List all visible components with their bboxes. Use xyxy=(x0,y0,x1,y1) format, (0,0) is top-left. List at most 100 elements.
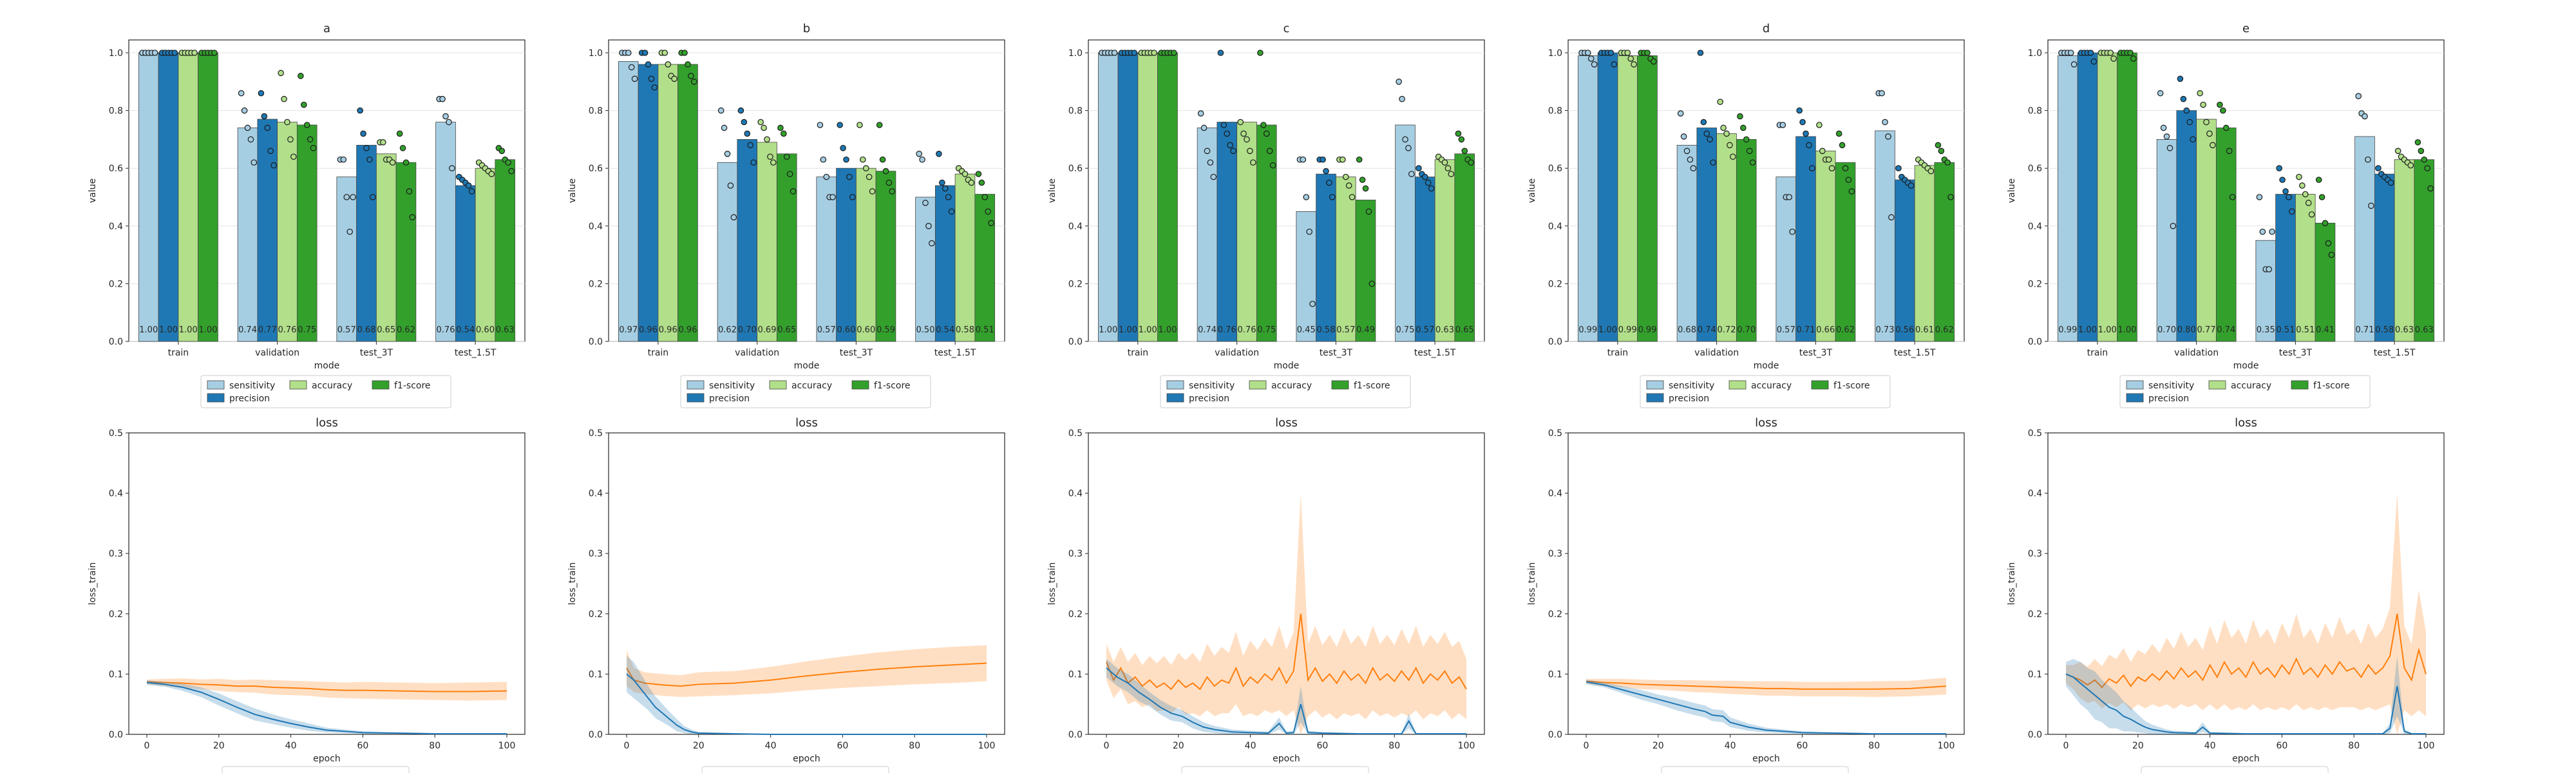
x-tick-label: test_1.5T xyxy=(1414,348,1456,358)
data-point xyxy=(916,151,922,157)
x-tick-label: test_1.5T xyxy=(455,348,497,358)
legend-label-f1-score: f1-score xyxy=(394,381,431,391)
data-point xyxy=(641,50,649,56)
data-point xyxy=(741,119,748,126)
data-point xyxy=(270,162,277,169)
bar-precision xyxy=(1795,136,1816,342)
x-axis-label: mode xyxy=(1754,361,1779,371)
y-tick-label: 0.4 xyxy=(109,489,123,499)
bar-value-label: 1.00 xyxy=(1598,325,1617,335)
y-tick-label: 1.0 xyxy=(1548,48,1562,59)
bar-value-label: 0.63 xyxy=(496,325,515,335)
data-point xyxy=(823,173,830,180)
y-tick-label: 0.6 xyxy=(1068,164,1083,174)
data-point xyxy=(1938,148,1945,155)
data-point xyxy=(346,228,353,235)
bar-value-label: 0.58 xyxy=(1317,325,1336,335)
data-point xyxy=(1306,228,1312,235)
x-tick-label: 80 xyxy=(1388,741,1400,751)
data-point xyxy=(2107,50,2114,56)
x-tick-label: train xyxy=(1607,348,1629,358)
x-tick-label: 40 xyxy=(765,741,777,751)
bar-value-label: 0.62 xyxy=(1935,325,1954,335)
bar-value-label: 0.59 xyxy=(876,325,895,335)
x-tick-label: 100 xyxy=(1458,741,1475,751)
data-point xyxy=(829,194,836,200)
data-point xyxy=(1607,50,1615,56)
val-loss-line xyxy=(1586,680,1947,690)
data-point xyxy=(2266,266,2272,272)
y-tick-label: 1.0 xyxy=(1068,48,1083,59)
bar-value-label: 0.96 xyxy=(639,325,658,335)
data-point xyxy=(981,194,989,200)
data-point xyxy=(1309,300,1316,307)
data-point xyxy=(1260,122,1267,128)
data-point xyxy=(1425,179,1432,186)
loss-legend-box xyxy=(222,766,410,773)
y-tick-label: 0.2 xyxy=(109,279,123,289)
data-point xyxy=(1687,156,1694,163)
x-tick-label: 80 xyxy=(909,741,920,751)
data-point xyxy=(2186,119,2193,126)
bar-value-label: 1.00 xyxy=(199,325,218,335)
data-point xyxy=(1584,50,1591,56)
legend-swatch-sensitivity xyxy=(207,380,225,390)
bar-value-label: 0.54 xyxy=(936,325,954,335)
data-point xyxy=(936,151,942,157)
y-tick-label: 0.6 xyxy=(109,164,123,174)
data-point xyxy=(1349,194,1356,200)
bar-value-label: 0.51 xyxy=(976,325,994,335)
bar-value-label: 0.76 xyxy=(1218,325,1236,335)
data-point xyxy=(919,156,925,163)
bar-f1-score xyxy=(677,64,698,342)
bar-precision xyxy=(257,119,278,342)
bar-f1-score xyxy=(2315,222,2336,342)
legend-label-accuracy: accuracy xyxy=(312,381,352,391)
data-point xyxy=(2325,240,2332,247)
data-point xyxy=(1624,50,1631,56)
bar-precision xyxy=(356,144,377,342)
bar-accuracy xyxy=(1815,150,1836,342)
data-point xyxy=(1683,148,1690,155)
x-tick-label: test_1.5T xyxy=(934,348,976,358)
data-point xyxy=(1680,133,1687,140)
bar-accuracy xyxy=(475,167,496,342)
data-point xyxy=(688,73,694,79)
legend-swatch-f1-score xyxy=(1811,380,1829,390)
bar-value-label: 0.51 xyxy=(2277,325,2295,335)
legend-swatch-accuracy xyxy=(1728,380,1747,390)
data-point xyxy=(1803,130,1809,137)
loss-panel-4: loss 0.0 0.1 0.2 0.3 0.4 0.5 0 20 40 60 80 100 epoch l… xyxy=(1527,416,1965,773)
data-point xyxy=(2203,119,2210,126)
bar-value-label: 0.62 xyxy=(718,325,737,335)
data-point xyxy=(1723,130,1730,137)
data-point xyxy=(1789,228,1795,235)
x-tick-label: test_3T xyxy=(840,348,873,358)
legend-label-f1-score: f1-score xyxy=(1354,381,1390,391)
data-point xyxy=(2289,208,2295,215)
data-point xyxy=(363,145,370,151)
data-point xyxy=(744,130,751,137)
y-tick-label: 0.8 xyxy=(109,106,123,117)
bar-accuracy xyxy=(1716,133,1737,342)
legend-label-accuracy: accuracy xyxy=(791,381,832,391)
data-point xyxy=(985,208,991,215)
legend-swatch-sensitivity xyxy=(687,380,705,390)
bar-value-label: 0.75 xyxy=(298,325,316,335)
y-tick-label: 0.3 xyxy=(1068,549,1083,559)
data-point xyxy=(2286,194,2292,200)
data-point xyxy=(1250,159,1256,166)
bar-chart-title: c xyxy=(1283,22,1290,35)
data-point xyxy=(1448,171,1455,177)
bar-f1-score xyxy=(974,194,996,342)
bar-value-label: 0.45 xyxy=(1297,325,1316,335)
bar-value-label: 0.56 xyxy=(1895,325,1914,335)
data-point xyxy=(357,107,363,114)
bar-sensitivity xyxy=(816,177,837,342)
data-point xyxy=(1737,113,1743,120)
bar-f1-score xyxy=(2117,52,2137,342)
data-point xyxy=(2407,162,2414,169)
data-point xyxy=(1323,167,1329,175)
x-tick-label: 100 xyxy=(2418,741,2435,751)
